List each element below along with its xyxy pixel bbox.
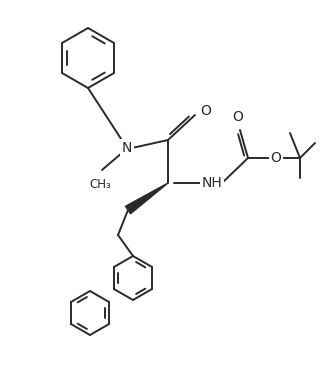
Text: O: O xyxy=(233,110,244,124)
Polygon shape xyxy=(125,183,168,214)
Text: NH: NH xyxy=(202,176,222,190)
Text: O: O xyxy=(200,104,211,118)
Text: CH₃: CH₃ xyxy=(89,178,111,191)
Text: N: N xyxy=(122,141,132,155)
Text: O: O xyxy=(271,151,281,165)
